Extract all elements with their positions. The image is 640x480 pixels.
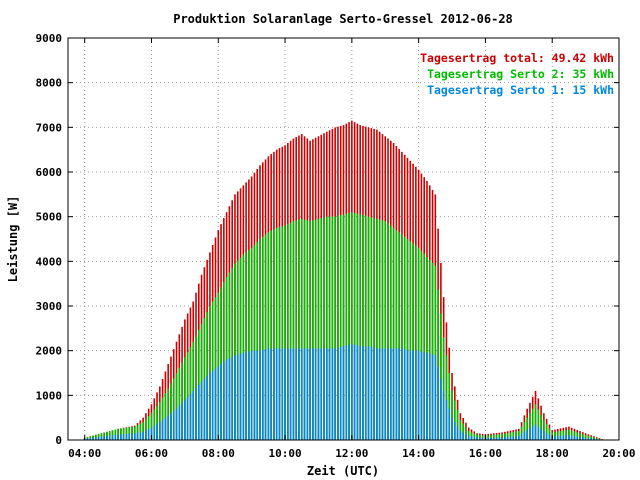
axis-ticks: 0 1000 2000 3000 4000 5000 6000 7000 8000 9000 04:…: [36, 32, 636, 460]
x-tick-label: 06:00: [135, 447, 168, 460]
y-tick-label: 4000: [36, 255, 63, 268]
y-tick-label: 3000: [36, 300, 63, 313]
x-axis-label: Zeit (UTC): [307, 464, 379, 478]
y-tick-label: 5000: [36, 211, 63, 224]
x-tick-label: 04:00: [68, 447, 101, 460]
x-tick-label: 14:00: [402, 447, 435, 460]
y-tick-label: 0: [55, 434, 62, 447]
x-tick-label: 08:00: [202, 447, 235, 460]
y-tick-label: 2000: [36, 345, 63, 358]
y-tick-label: 1000: [36, 389, 63, 402]
plot-frame: [67, 37, 620, 441]
x-tick-label: 10:00: [268, 447, 301, 460]
legend: Tagesertrag total: 49.42 kWh Tagesertrag …: [420, 51, 614, 97]
legend-entry: Tagesertrag total: 49.42 kWh: [420, 51, 614, 65]
legend-entry: Tagesertrag Serto 1: 15 kWh: [427, 83, 614, 97]
y-axis-label: Leistung [W]: [6, 196, 20, 283]
y-tick-label: 6000: [36, 166, 63, 179]
x-tick-label: 16:00: [469, 447, 502, 460]
bars: [83, 120, 604, 440]
chart-title: Produktion Solaranlage Serto-Gressel 201…: [173, 12, 513, 26]
x-tick-label: 20:00: [602, 447, 635, 460]
y-tick-label: 9000: [36, 32, 63, 45]
legend-entry: Tagesertrag Serto 2: 35 kWh: [427, 67, 614, 81]
y-tick-label: 7000: [36, 121, 63, 134]
y-tick-label: 8000: [36, 77, 63, 90]
x-tick-label: 12:00: [335, 447, 368, 460]
x-tick-label: 18:00: [536, 447, 569, 460]
